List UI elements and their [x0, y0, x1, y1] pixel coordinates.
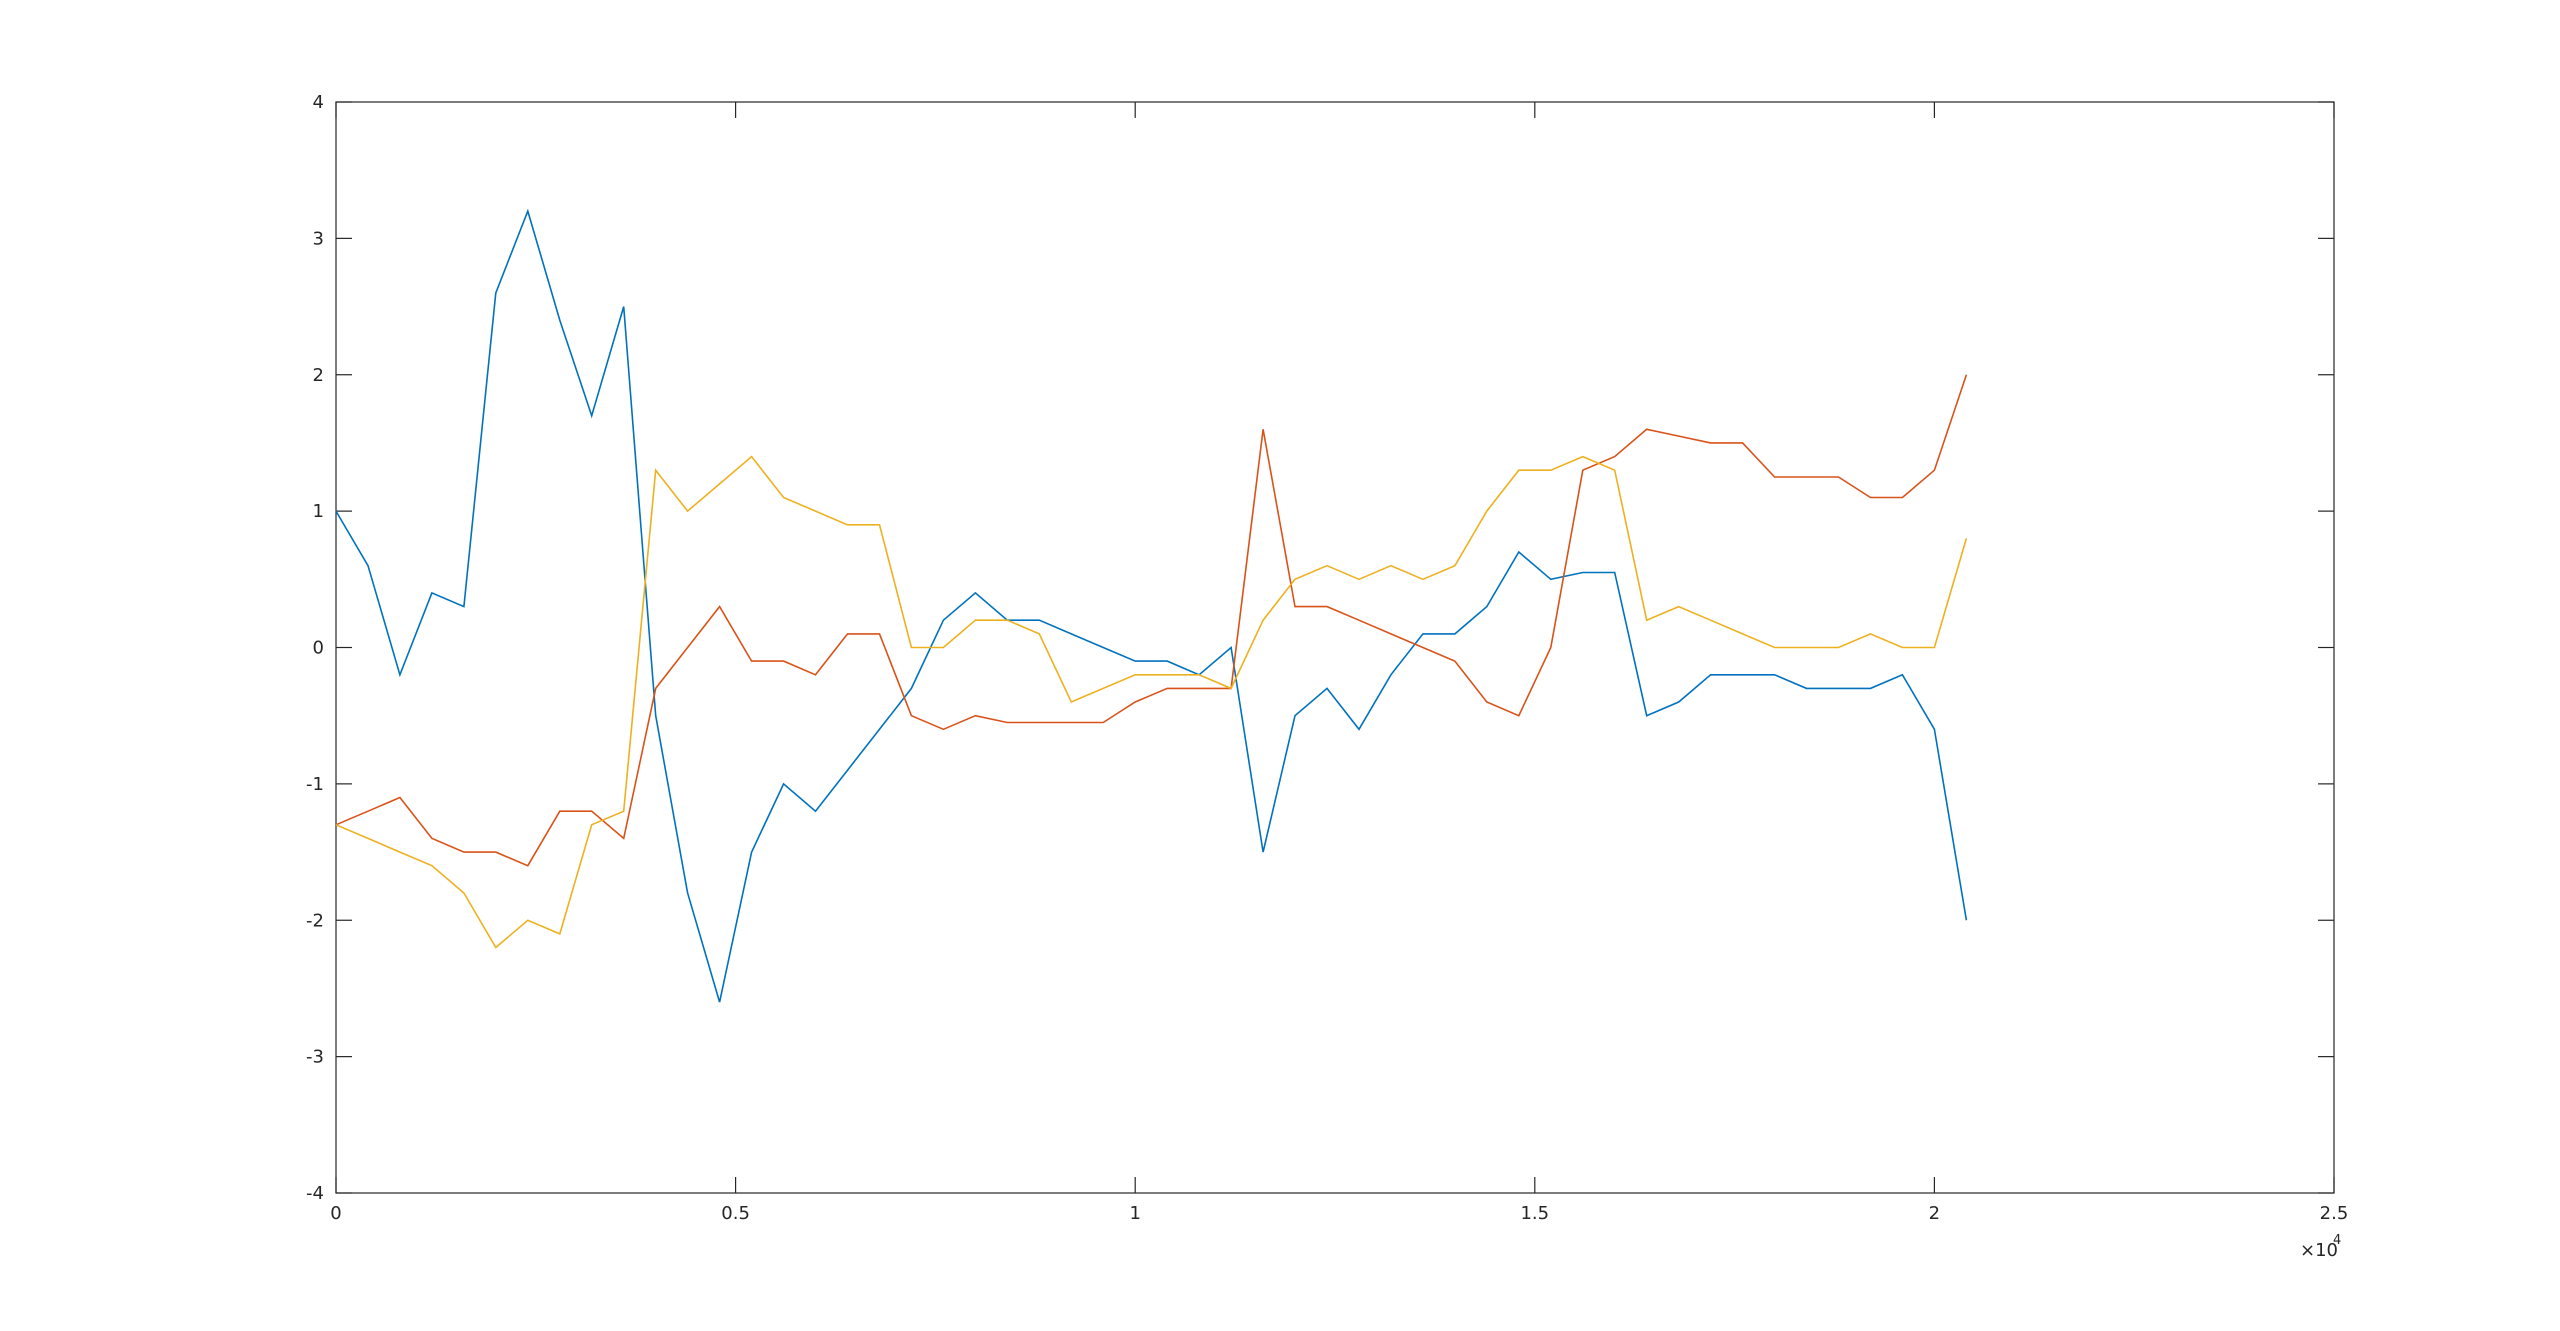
series-line	[335, 208, 1968, 1003]
y-tick-label: -2	[306, 910, 324, 931]
x-tick-label: 2	[1929, 1203, 1940, 1224]
series-line	[335, 455, 1968, 949]
y-tick-label: -1	[306, 774, 324, 795]
x-tick-label: 2.5	[2320, 1203, 2349, 1224]
x-tick-label: 0	[330, 1203, 341, 1224]
y-tick-label: 3	[313, 228, 324, 249]
x-multiplier: ×10	[2300, 1240, 2338, 1261]
series-line	[335, 374, 1968, 867]
x-tick-label: 1.5	[1520, 1203, 1549, 1224]
x-tick-label: 1	[1129, 1203, 1140, 1224]
y-tick-label: 4	[313, 92, 324, 113]
y-tick-label: -4	[306, 1183, 324, 1204]
x-tick-label: 0.5	[721, 1203, 750, 1224]
y-tick-label: -3	[306, 1047, 324, 1068]
y-tick-label: 2	[313, 365, 324, 386]
x-exponent: 4	[2333, 1233, 2341, 1248]
y-tick-label: 1	[313, 501, 324, 522]
plot-area	[335, 101, 2335, 1194]
y-tick-label: 0	[313, 638, 324, 659]
